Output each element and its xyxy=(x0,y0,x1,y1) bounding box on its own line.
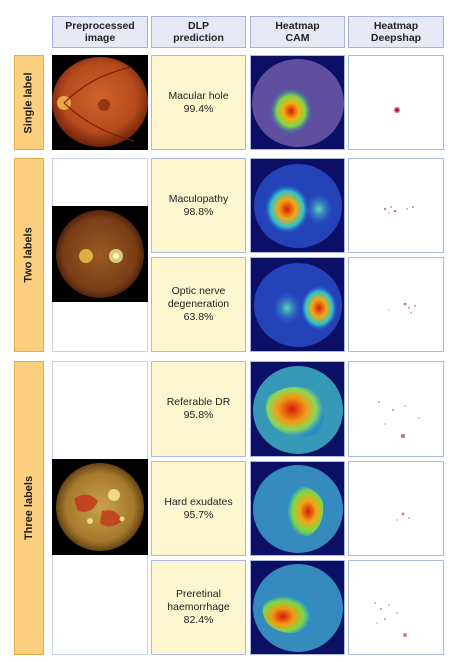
section-single-label: Single label xyxy=(14,55,44,150)
prediction-preretinal-haemorrhage: Preretinal haemorrhage 82.4% xyxy=(151,560,246,655)
cam-heatmap-referable-dr xyxy=(250,361,345,457)
fundus-image-single-graphic xyxy=(52,55,148,150)
deepshap-heatmap-hard-exudates xyxy=(348,461,444,556)
section-two-text: Two labels xyxy=(23,227,36,283)
blank-cell-three-top xyxy=(52,361,148,459)
cam-heatmap-optic-nerve xyxy=(250,257,345,352)
cam-heatmap-graphic xyxy=(251,462,344,555)
section-three-labels: Three labels xyxy=(14,361,44,655)
deepshap-heatmap-graphic xyxy=(378,401,420,438)
cam-heatmap-graphic xyxy=(251,561,344,654)
prediction-confidence: 95.8% xyxy=(183,409,214,421)
header-preprocessed-image: Preprocessed image xyxy=(52,16,148,48)
fundus-image-three xyxy=(52,459,148,555)
deepshap-heatmap-graphic xyxy=(394,107,400,113)
cam-heatmap-graphic xyxy=(251,258,344,351)
cam-heatmap-preretinal xyxy=(250,560,345,655)
prediction-confidence: 98.8% xyxy=(183,205,214,218)
prediction-label-line2: haemorrhage xyxy=(167,601,230,613)
header-cam-label: Heatmap CAM xyxy=(275,20,320,44)
prediction-confidence: 63.8% xyxy=(183,311,214,323)
header-deepshap-label: Heatmap Deepshap xyxy=(370,20,422,44)
header-heatmap-cam: Heatmap CAM xyxy=(250,16,345,48)
fundus-image-single xyxy=(52,55,148,150)
section-single-text: Single label xyxy=(23,71,36,134)
cam-heatmap-graphic xyxy=(251,159,344,252)
prediction-referable-dr: Referable DR 95.8% xyxy=(151,361,246,457)
deepshap-heatmap-graphic xyxy=(374,602,407,637)
prediction-maculopathy: Maculopathy 98.8% xyxy=(151,158,246,253)
cam-heatmap-hard-exudates xyxy=(250,461,345,556)
fundus-image-two xyxy=(52,206,148,302)
header-heatmap-deepshap: Heatmap Deepshap xyxy=(348,16,444,48)
deepshap-heatmap-graphic xyxy=(396,512,410,521)
deepshap-heatmap-preretinal xyxy=(348,560,444,655)
deepshap-heatmap-graphic xyxy=(388,302,417,314)
header-prediction-label: DLP prediction xyxy=(173,20,224,44)
fundus-image-two-graphic xyxy=(52,206,148,302)
prediction-label-line1: Preretinal xyxy=(176,588,221,600)
prediction-confidence: 95.7% xyxy=(183,508,214,521)
header-dlp-prediction: DLP prediction xyxy=(151,16,246,48)
deepshap-heatmap-referable-dr xyxy=(348,361,444,457)
deepshap-heatmap-graphic xyxy=(383,205,415,214)
blank-cell-two-bottom xyxy=(52,302,148,352)
section-two-labels: Two labels xyxy=(14,158,44,352)
prediction-macular-hole: Macular hole 99.4% xyxy=(151,55,246,150)
prediction-hard-exudates: Hard exudates 95.7% xyxy=(151,461,246,556)
cam-heatmap-graphic xyxy=(251,362,344,456)
blank-cell-three-bottom xyxy=(52,555,148,655)
prediction-confidence: 99.4% xyxy=(183,102,214,115)
fundus-image-three-graphic xyxy=(52,459,148,555)
deepshap-heatmap-optic-nerve xyxy=(348,257,444,352)
prediction-label-line1: Optic nerve xyxy=(171,285,226,297)
prediction-label: Macular hole xyxy=(168,89,229,102)
cam-heatmap-maculopathy xyxy=(250,158,345,253)
deepshap-heatmap-macular-hole xyxy=(348,55,444,150)
prediction-confidence: 82.4% xyxy=(183,614,214,626)
prediction-label-line2: degeneration xyxy=(167,298,230,310)
deepshap-heatmap-maculopathy xyxy=(348,158,444,253)
prediction-optic-nerve-degeneration: Optic nerve degeneration 63.8% xyxy=(151,257,246,352)
prediction-label: Maculopathy xyxy=(168,192,229,205)
blank-cell-two-top xyxy=(52,158,148,206)
prediction-label: Hard exudates xyxy=(164,495,233,508)
prediction-label: Referable DR xyxy=(166,396,231,408)
section-three-text: Three labels xyxy=(23,475,36,541)
cam-heatmap-graphic xyxy=(251,56,344,149)
cam-heatmap-macular-hole xyxy=(250,55,345,150)
header-preprocessed-label: Preprocessed image xyxy=(65,20,135,44)
